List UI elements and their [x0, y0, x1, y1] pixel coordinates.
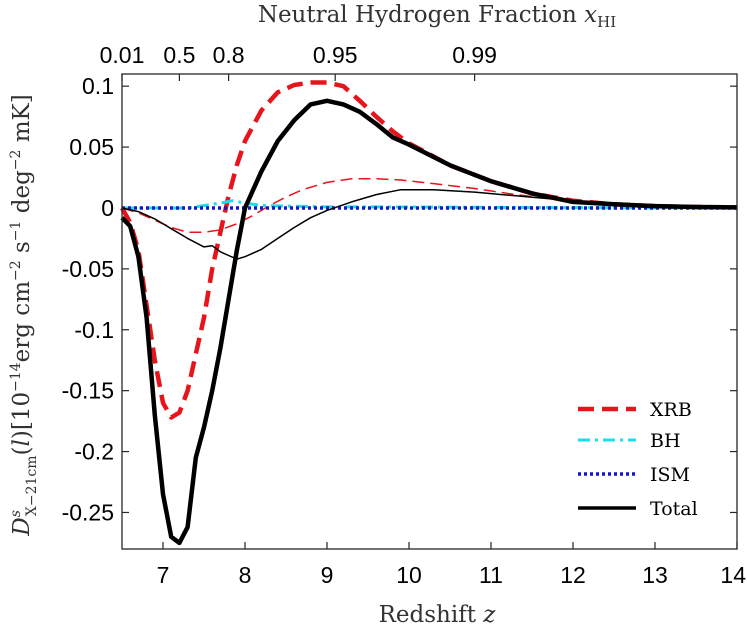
series-line-xrb	[120, 80, 738, 420]
y-axis-title: DsX−21cm(l)[10−14erg cm−2 s−1 deg−2 mK]	[8, 94, 40, 536]
y-tick-label: -0.25	[62, 499, 114, 525]
x-tick-label: 12	[560, 562, 586, 588]
y-tick-label: 0.1	[82, 73, 114, 99]
top-tick-label: 0.8	[213, 42, 245, 68]
y-tick-label: -0.15	[62, 378, 114, 404]
x-tick-label: 7	[157, 562, 170, 588]
x-axis-ticks: 7 8 9 10 11 12 13 14	[157, 542, 746, 588]
series-line-thin-1	[121, 177, 738, 234]
legend-label-ism: ISM	[650, 464, 690, 486]
legend-label-total: Total	[650, 498, 698, 520]
y-tick-label: 0	[101, 195, 114, 221]
y-tick-label: -0.1	[74, 317, 114, 343]
top-axis-title: Neutral Hydrogen Fraction xHI	[258, 2, 616, 31]
x-tick-label: 10	[396, 562, 422, 588]
top-tick-label: 0.5	[163, 42, 195, 68]
plot-frame	[121, 73, 738, 550]
y-tick-label: -0.05	[62, 256, 114, 282]
x-tick-label: 14	[720, 562, 746, 588]
x-tick-label: 11	[479, 562, 503, 588]
series-line-total	[120, 98, 738, 546]
y-axis-ticks: 0.1 0.05 0 -0.05 -0.1 -0.15 -0.2 -0.25	[62, 73, 737, 525]
series-line-thin-5	[121, 188, 738, 260]
x-tick-label: 9	[321, 562, 334, 588]
legend-label-bh: BH	[650, 430, 681, 452]
legend: XRB BH ISM Total	[578, 399, 698, 520]
x-tick-label: 13	[642, 562, 668, 588]
legend-label-xrb: XRB	[650, 399, 692, 421]
top-tick-label: 0.99	[452, 42, 497, 68]
y-tick-label: -0.2	[74, 439, 114, 465]
y-tick-label: 0.05	[69, 134, 114, 160]
plot-series	[120, 80, 738, 546]
x-axis-title: Redshift z	[379, 602, 497, 628]
top-tick-label: 0.95	[313, 42, 358, 68]
top-axis-ticks: 0.01 0.5 0.8 0.95 0.99	[100, 42, 497, 81]
x-tick-label: 8	[239, 562, 252, 588]
top-tick-label: 0.01	[100, 42, 145, 68]
